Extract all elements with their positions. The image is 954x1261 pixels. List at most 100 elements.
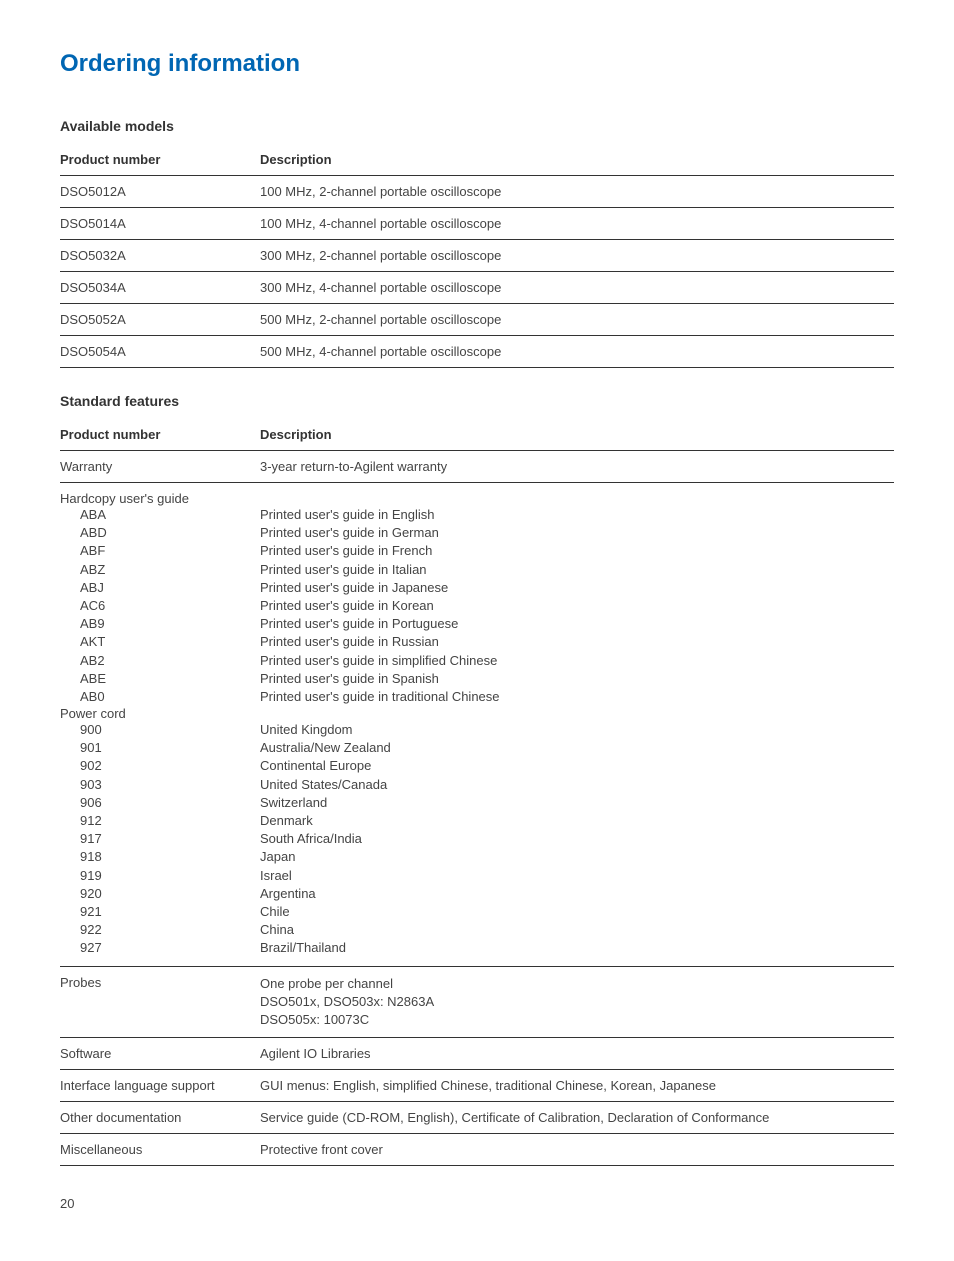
col-header-description: Description — [260, 144, 894, 176]
sub-item-desc: Printed user's guide in traditional Chin… — [260, 688, 894, 706]
cell-product: Probes — [60, 966, 260, 1038]
sub-item-code: ABA — [60, 506, 260, 524]
sub-item-code: ABJ — [60, 579, 260, 597]
sub-item-code: 917 — [60, 830, 260, 848]
table-row: DSO5014A100 MHz, 4-channel portable osci… — [60, 208, 894, 240]
sub-item-code: AB2 — [60, 652, 260, 670]
features-table: Product number Description Warranty 3-ye… — [60, 419, 894, 1166]
text-line: One probe per channel — [260, 975, 894, 993]
table-row: DSO5054A500 MHz, 4-channel portable osci… — [60, 336, 894, 368]
table-row: DSO5052A500 MHz, 2-channel portable osci… — [60, 304, 894, 336]
sub-item-code: 922 — [60, 921, 260, 939]
cell-description: One probe per channel DSO501x, DSO503x: … — [260, 966, 894, 1038]
sub-item-code: 903 — [60, 776, 260, 794]
table-row: Miscellaneous Protective front cover — [60, 1134, 894, 1166]
cell-product: Software — [60, 1038, 260, 1070]
sub-item-desc: Printed user's guide in Russian — [260, 633, 894, 651]
table-row: Software Agilent IO Libraries — [60, 1038, 894, 1070]
text-line: DSO501x, DSO503x: N2863A — [260, 993, 894, 1011]
table-row: Probes One probe per channel DSO501x, DS… — [60, 966, 894, 1038]
table-row: Other documentation Service guide (CD-RO… — [60, 1102, 894, 1134]
cell-product: DSO5014A — [60, 208, 260, 240]
sub-item-code: 921 — [60, 903, 260, 921]
sub-item-desc: China — [260, 921, 894, 939]
sub-item-desc: Australia/New Zealand — [260, 739, 894, 757]
sub-item-code: 912 — [60, 812, 260, 830]
sub-item-code: AB0 — [60, 688, 260, 706]
sub-item-code: 920 — [60, 885, 260, 903]
cell-product: Miscellaneous — [60, 1134, 260, 1166]
col-header-product: Product number — [60, 419, 260, 451]
sub-item-desc: Printed user's guide in Spanish — [260, 670, 894, 688]
cell-description: Service guide (CD-ROM, English), Certifi… — [260, 1102, 894, 1134]
sub-item-desc: United States/Canada — [260, 776, 894, 794]
sub-item-desc: Printed user's guide in Italian — [260, 561, 894, 579]
table-row: DSO5034A300 MHz, 4-channel portable osci… — [60, 272, 894, 304]
sub-item-desc: Japan — [260, 848, 894, 866]
sub-item-code: ABD — [60, 524, 260, 542]
cell-description: 500 MHz, 4-channel portable oscilloscope — [260, 336, 894, 368]
sub-item-code: 901 — [60, 739, 260, 757]
sub-item-code: 902 — [60, 757, 260, 775]
sub-item-desc: Switzerland — [260, 794, 894, 812]
cell-description: Protective front cover — [260, 1134, 894, 1166]
page-title: Ordering information — [60, 50, 894, 78]
cell-product: DSO5052A — [60, 304, 260, 336]
table-row: Warranty 3-year return-to-Agilent warran… — [60, 451, 894, 483]
cell-description: 500 MHz, 2-channel portable oscilloscope — [260, 304, 894, 336]
sub-item-desc: Printed user's guide in English — [260, 506, 894, 524]
cell-description: 300 MHz, 4-channel portable oscilloscope — [260, 272, 894, 304]
cell-description: Printed user's guide in EnglishPrinted u… — [260, 483, 894, 967]
sub-item-code: ABF — [60, 542, 260, 560]
cell-description: GUI menus: English, simplified Chinese, … — [260, 1070, 894, 1102]
cell-product: Other documentation — [60, 1102, 260, 1134]
sub-item-desc: Chile — [260, 903, 894, 921]
sub-item-desc: Printed user's guide in German — [260, 524, 894, 542]
col-header-description: Description — [260, 419, 894, 451]
group-title: Hardcopy user's guide — [60, 491, 260, 506]
table-row: Hardcopy user's guide ABAABDABFABZABJAC6… — [60, 483, 894, 967]
sub-item-desc: South Africa/India — [260, 830, 894, 848]
sub-item-code: 900 — [60, 721, 260, 739]
sub-item-desc: Printed user's guide in Portuguese — [260, 615, 894, 633]
cell-product: DSO5034A — [60, 272, 260, 304]
sub-item-desc: Continental Europe — [260, 757, 894, 775]
sub-item-desc: United Kingdom — [260, 721, 894, 739]
sub-item-code: ABZ — [60, 561, 260, 579]
table-row: DSO5032A300 MHz, 2-channel portable osci… — [60, 240, 894, 272]
sub-item-code: 919 — [60, 867, 260, 885]
cell-description: 100 MHz, 2-channel portable oscilloscope — [260, 176, 894, 208]
sub-item-code: 906 — [60, 794, 260, 812]
sub-item-desc: Printed user's guide in Korean — [260, 597, 894, 615]
cell-product: Warranty — [60, 451, 260, 483]
sub-item-code: 927 — [60, 939, 260, 957]
section-models-title: Available models — [60, 118, 894, 134]
sub-item-code: AC6 — [60, 597, 260, 615]
section-features-title: Standard features — [60, 393, 894, 409]
text-line: DSO505x: 10073C — [260, 1011, 894, 1029]
cell-product: Hardcopy user's guide ABAABDABFABZABJAC6… — [60, 483, 260, 967]
sub-item-desc: Argentina — [260, 885, 894, 903]
cell-description: 300 MHz, 2-channel portable oscilloscope — [260, 240, 894, 272]
col-header-product: Product number — [60, 144, 260, 176]
models-table: Product number Description DSO5012A100 M… — [60, 144, 894, 368]
sub-item-desc: Denmark — [260, 812, 894, 830]
table-row: DSO5012A100 MHz, 2-channel portable osci… — [60, 176, 894, 208]
sub-item-desc: Printed user's guide in simplified Chine… — [260, 652, 894, 670]
page-number: 20 — [60, 1196, 894, 1211]
sub-item-desc: Israel — [260, 867, 894, 885]
cell-product: DSO5054A — [60, 336, 260, 368]
cell-product: Interface language support — [60, 1070, 260, 1102]
cell-description: 3-year return-to-Agilent warranty — [260, 451, 894, 483]
cell-product: DSO5012A — [60, 176, 260, 208]
sub-item-code: 918 — [60, 848, 260, 866]
sub-item-code: ABE — [60, 670, 260, 688]
cell-product: DSO5032A — [60, 240, 260, 272]
sub-item-code: AKT — [60, 633, 260, 651]
sub-item-desc: Printed user's guide in Japanese — [260, 579, 894, 597]
sub-item-desc: Brazil/Thailand — [260, 939, 894, 957]
cell-description: 100 MHz, 4-channel portable oscilloscope — [260, 208, 894, 240]
table-row: Interface language support GUI menus: En… — [60, 1070, 894, 1102]
sub-item-desc: Printed user's guide in French — [260, 542, 894, 560]
group-title: Power cord — [60, 706, 260, 721]
